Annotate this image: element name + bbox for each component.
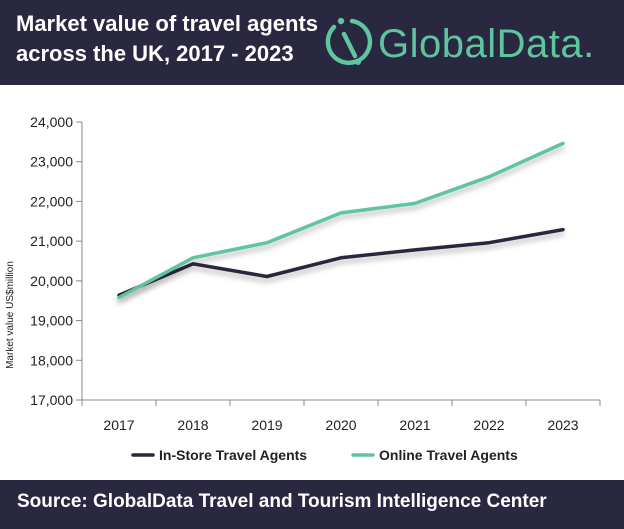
footer-banner: Source: GlobalData Travel and Tourism In… [0, 480, 624, 529]
y-tick-label: 20,000 [30, 273, 73, 289]
x-axis: 2017 2018 2019 2020 2021 2022 2023 [81, 399, 601, 433]
series-line-online-travel-agents [117, 141, 565, 300]
x-tick-label: 2020 [325, 417, 356, 433]
title-line-1: Market value of travel agents [16, 11, 319, 36]
y-axis-label: Market value US$million [5, 261, 16, 369]
legend-label: In-Store Travel Agents [159, 447, 307, 463]
legend-label: Online Travel Agents [379, 447, 518, 463]
x-tick-label: 2018 [177, 417, 208, 433]
brand-logo: GlobalData. [322, 12, 622, 72]
x-tick-label: 2021 [399, 417, 430, 433]
y-axis: 17,000 18,000 19,000 20,000 21,000 22,000 23,0… [30, 114, 83, 408]
chart-area: 17,000 18,000 19,000 20,000 21,000 22,000 23,0… [0, 85, 624, 480]
globaldata-logo-icon [325, 17, 373, 66]
y-tick-label: 17,000 [30, 392, 73, 408]
y-tick-label: 21,000 [30, 233, 73, 249]
legend: In-Store Travel Agents Online Travel Agen… [131, 447, 518, 463]
header-banner: Market value of travel agents across the… [0, 0, 624, 85]
title-line-2: across the UK, 2017 - 2023 [16, 41, 294, 66]
y-tick-label: 22,000 [30, 193, 73, 209]
source-note: Source: GlobalData Travel and Tourism In… [17, 491, 547, 512]
x-tick-label: 2022 [473, 417, 504, 433]
y-tick-label: 19,000 [30, 313, 73, 329]
y-tick-label: 23,000 [30, 154, 73, 170]
brand-name: GlobalData. [378, 22, 595, 66]
y-tick-label: 18,000 [30, 352, 73, 368]
x-tick-label: 2017 [103, 417, 134, 433]
chart-title: Market value of travel agents across the… [16, 9, 346, 69]
line-chart: 17,000 18,000 19,000 20,000 21,000 22,000 23,0… [5, 114, 601, 463]
series-layer [117, 141, 565, 300]
x-tick-label: 2019 [251, 417, 282, 433]
x-tick-label: 2023 [547, 417, 578, 433]
y-tick-label: 24,000 [30, 114, 73, 130]
series-line-in-store-travel-agents [117, 227, 565, 297]
